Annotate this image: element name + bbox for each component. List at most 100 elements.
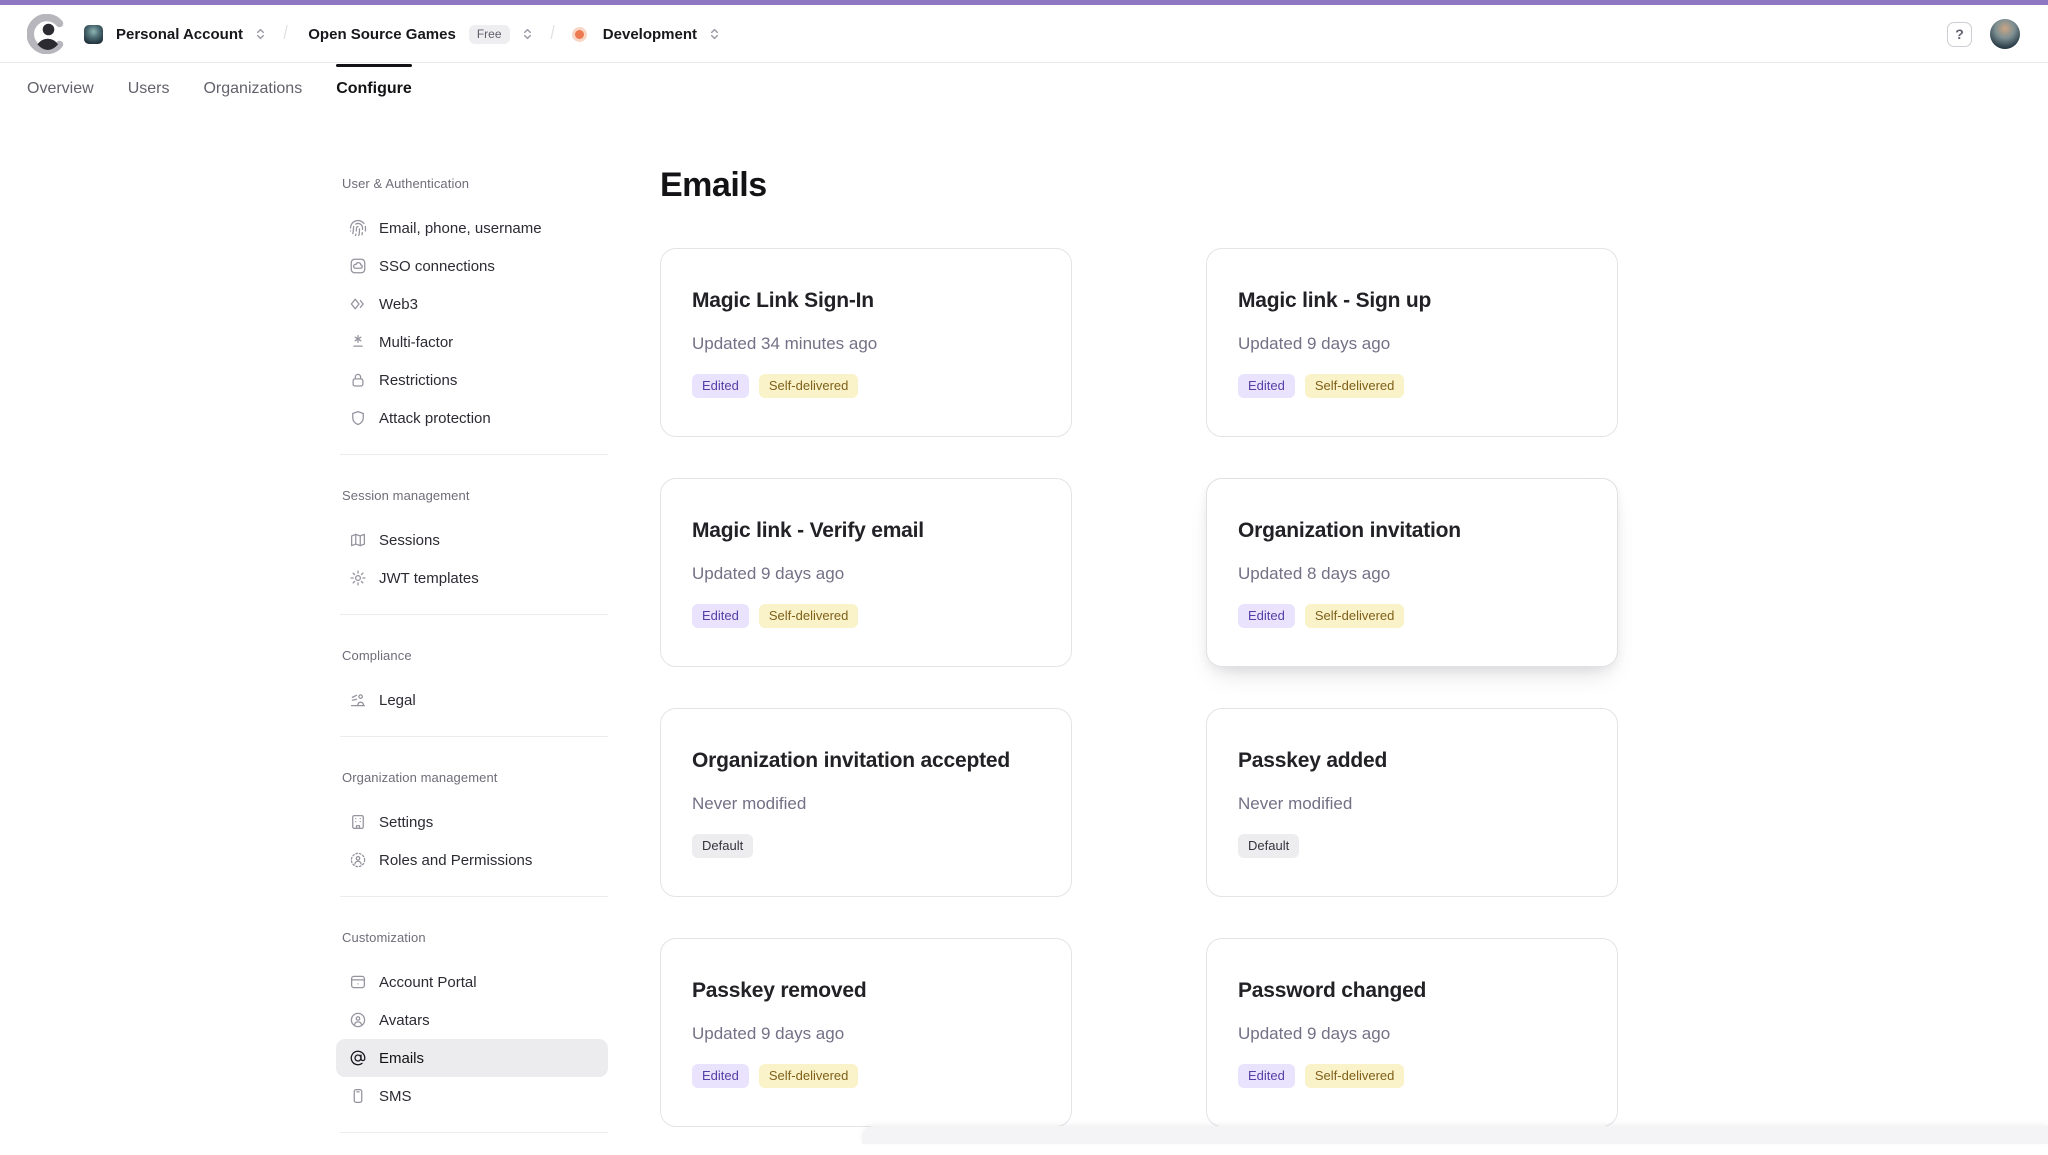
sidebar-item-label: Multi-factor — [379, 333, 454, 351]
card-title: Passkey removed — [692, 979, 867, 1002]
sidebar-divider — [340, 1132, 608, 1133]
sidebar-item-sso-connections[interactable]: SSO connections — [336, 247, 608, 285]
sidebar-item-label: JWT templates — [379, 569, 479, 587]
fingerprint-icon — [349, 219, 367, 237]
sidebar-item-sessions[interactable]: Sessions — [336, 521, 608, 559]
sidebar-item-avatars[interactable]: Avatars — [336, 1001, 608, 1039]
email-template-card[interactable]: Passkey added Never modified Default — [1206, 708, 1618, 897]
map-icon — [349, 531, 367, 549]
card-title: Magic link - Sign up — [1238, 289, 1432, 312]
bottom-sheet-edge — [862, 1126, 2048, 1144]
sidebar-item-label: Sessions — [379, 531, 440, 549]
email-template-card[interactable]: Magic link - Sign up Updated 9 days ago Ed… — [1206, 248, 1618, 437]
status-badge-delivered: Self-delivered — [1304, 1064, 1405, 1088]
chevron-updown-icon[interactable] — [708, 26, 721, 42]
tab-users[interactable]: Users — [128, 66, 170, 112]
card-status-text: Never modified — [692, 794, 807, 813]
card-status-text: Updated 34 minutes ago — [692, 334, 878, 353]
roles-icon — [349, 851, 367, 869]
tab-configure[interactable]: Configure — [336, 64, 412, 112]
card-badges: Default — [1238, 834, 1586, 858]
sidebar-section-items: Account Portal Avatars Emails SMS — [336, 963, 608, 1115]
card-status-text: Updated 9 days ago — [1238, 1024, 1391, 1043]
sidebar-item-restrictions[interactable]: Restrictions — [336, 361, 608, 399]
card-status-text: Updated 8 days ago — [1238, 564, 1391, 583]
email-template-card[interactable]: Magic link - Verify email Updated 9 days … — [660, 478, 1072, 667]
gear-icon — [349, 569, 367, 587]
sidebar-item-attack-protection[interactable]: Attack protection — [336, 399, 608, 437]
sidebar-item-sms[interactable]: SMS — [336, 1077, 608, 1115]
card-title: Passkey added — [1238, 749, 1388, 772]
help-button[interactable]: ? — [1947, 21, 1972, 47]
sidebar-item-multi-factor[interactable]: Multi-factor — [336, 323, 608, 361]
card-badges: Edited Self-delivered — [1238, 604, 1586, 628]
sidebar-item-label: Email, phone, username — [379, 219, 542, 237]
sidebar-item-label: Avatars — [379, 1011, 430, 1029]
sidebar-section-items: Sessions JWT templates — [336, 521, 608, 597]
sidebar-item-label: Settings — [379, 813, 434, 831]
sidebar-item-settings[interactable]: Settings — [336, 803, 608, 841]
email-template-card[interactable]: Password changed Updated 9 days ago Edited… — [1206, 938, 1618, 1127]
sidebar-item-web3[interactable]: Web3 — [336, 285, 608, 323]
legal-icon — [349, 691, 367, 709]
avatar-icon — [349, 1011, 367, 1029]
sidebar-item-label: Web3 — [379, 295, 418, 313]
breadcrumb-account[interactable]: Personal Account — [116, 25, 243, 43]
status-badge-edited: Edited — [1238, 1064, 1295, 1088]
email-template-card[interactable]: Magic Link Sign-In Updated 34 minutes ago… — [660, 248, 1072, 437]
clerk-logo-icon[interactable] — [27, 14, 67, 54]
sidebar-divider — [340, 614, 608, 615]
main-nav-tabs: Overview Users Organizations Configure — [27, 63, 412, 115]
sidebar-section-title: Customization — [342, 929, 426, 945]
card-title: Organization invitation — [1238, 519, 1461, 542]
shield-icon — [349, 409, 367, 427]
status-badge-delivered: Self-delivered — [758, 1064, 859, 1088]
sidebar-item-jwt-templates[interactable]: JWT templates — [336, 559, 608, 597]
sidebar-section-title: User & Authentication — [342, 175, 470, 191]
sidebar-item-label: Attack protection — [379, 409, 491, 427]
sidebar-item-roles-and-permissions[interactable]: Roles and Permissions — [336, 841, 608, 879]
breadcrumb-project[interactable]: Open Source Games — [308, 25, 456, 43]
browser-icon — [349, 973, 367, 991]
sidebar-item-email-phone-username[interactable]: Email, phone, username — [336, 209, 608, 247]
lock-icon — [349, 371, 367, 389]
card-status-text: Updated 9 days ago — [1238, 334, 1391, 353]
tab-label: Overview — [27, 80, 94, 97]
card-badges: Edited Self-delivered — [692, 604, 1040, 628]
breadcrumb: Personal Account / Open Source Games Fre… — [84, 5, 721, 63]
email-template-card[interactable]: Organization invitation Updated 8 days ag… — [1206, 478, 1618, 667]
status-badge-edited: Edited — [692, 374, 749, 398]
card-title: Magic link - Verify email — [692, 519, 924, 542]
tab-label: Organizations — [203, 80, 303, 97]
sidebar-section-title: Compliance — [342, 647, 412, 663]
sidebar-divider — [340, 896, 608, 897]
email-template-card[interactable]: Passkey removed Updated 9 days ago Edited S… — [660, 938, 1072, 1127]
configure-sidebar: User & Authentication Email, phone, usern… — [336, 165, 608, 1155]
sidebar-section-title: Organization management — [342, 769, 498, 785]
page-title: Emails — [660, 166, 767, 204]
sidebar-item-legal[interactable]: Legal — [336, 681, 608, 719]
breadcrumb-separator: / — [550, 23, 555, 44]
chevron-updown-icon[interactable] — [521, 26, 534, 42]
at-sign-icon — [349, 1049, 367, 1067]
plan-badge: Free — [468, 24, 510, 44]
email-template-card[interactable]: Organization invitation accepted Never mo… — [660, 708, 1072, 897]
breadcrumb-environment[interactable]: Development — [602, 25, 697, 43]
sidebar-section-items: Email, phone, username SSO connections Web… — [336, 209, 608, 437]
sidebar-divider — [340, 454, 608, 455]
card-badges: Edited Self-delivered — [692, 1064, 1040, 1088]
card-title: Organization invitation accepted — [692, 749, 1010, 772]
sidebar-item-label: Roles and Permissions — [379, 851, 533, 869]
card-status-text: Never modified — [1238, 794, 1353, 813]
card-badges: Edited Self-delivered — [692, 374, 1040, 398]
sidebar-item-account-portal[interactable]: Account Portal — [336, 963, 608, 1001]
user-avatar[interactable] — [1990, 19, 2020, 49]
building-icon — [349, 813, 367, 831]
sidebar-item-emails[interactable]: Emails — [336, 1039, 608, 1077]
tab-organizations[interactable]: Organizations — [203, 66, 302, 112]
chevron-updown-icon[interactable] — [254, 26, 267, 42]
card-title: Magic Link Sign-In — [692, 289, 874, 312]
sidebar-item-label: SSO connections — [379, 257, 495, 275]
tab-overview[interactable]: Overview — [27, 66, 94, 112]
environment-color-strip — [0, 0, 2048, 5]
